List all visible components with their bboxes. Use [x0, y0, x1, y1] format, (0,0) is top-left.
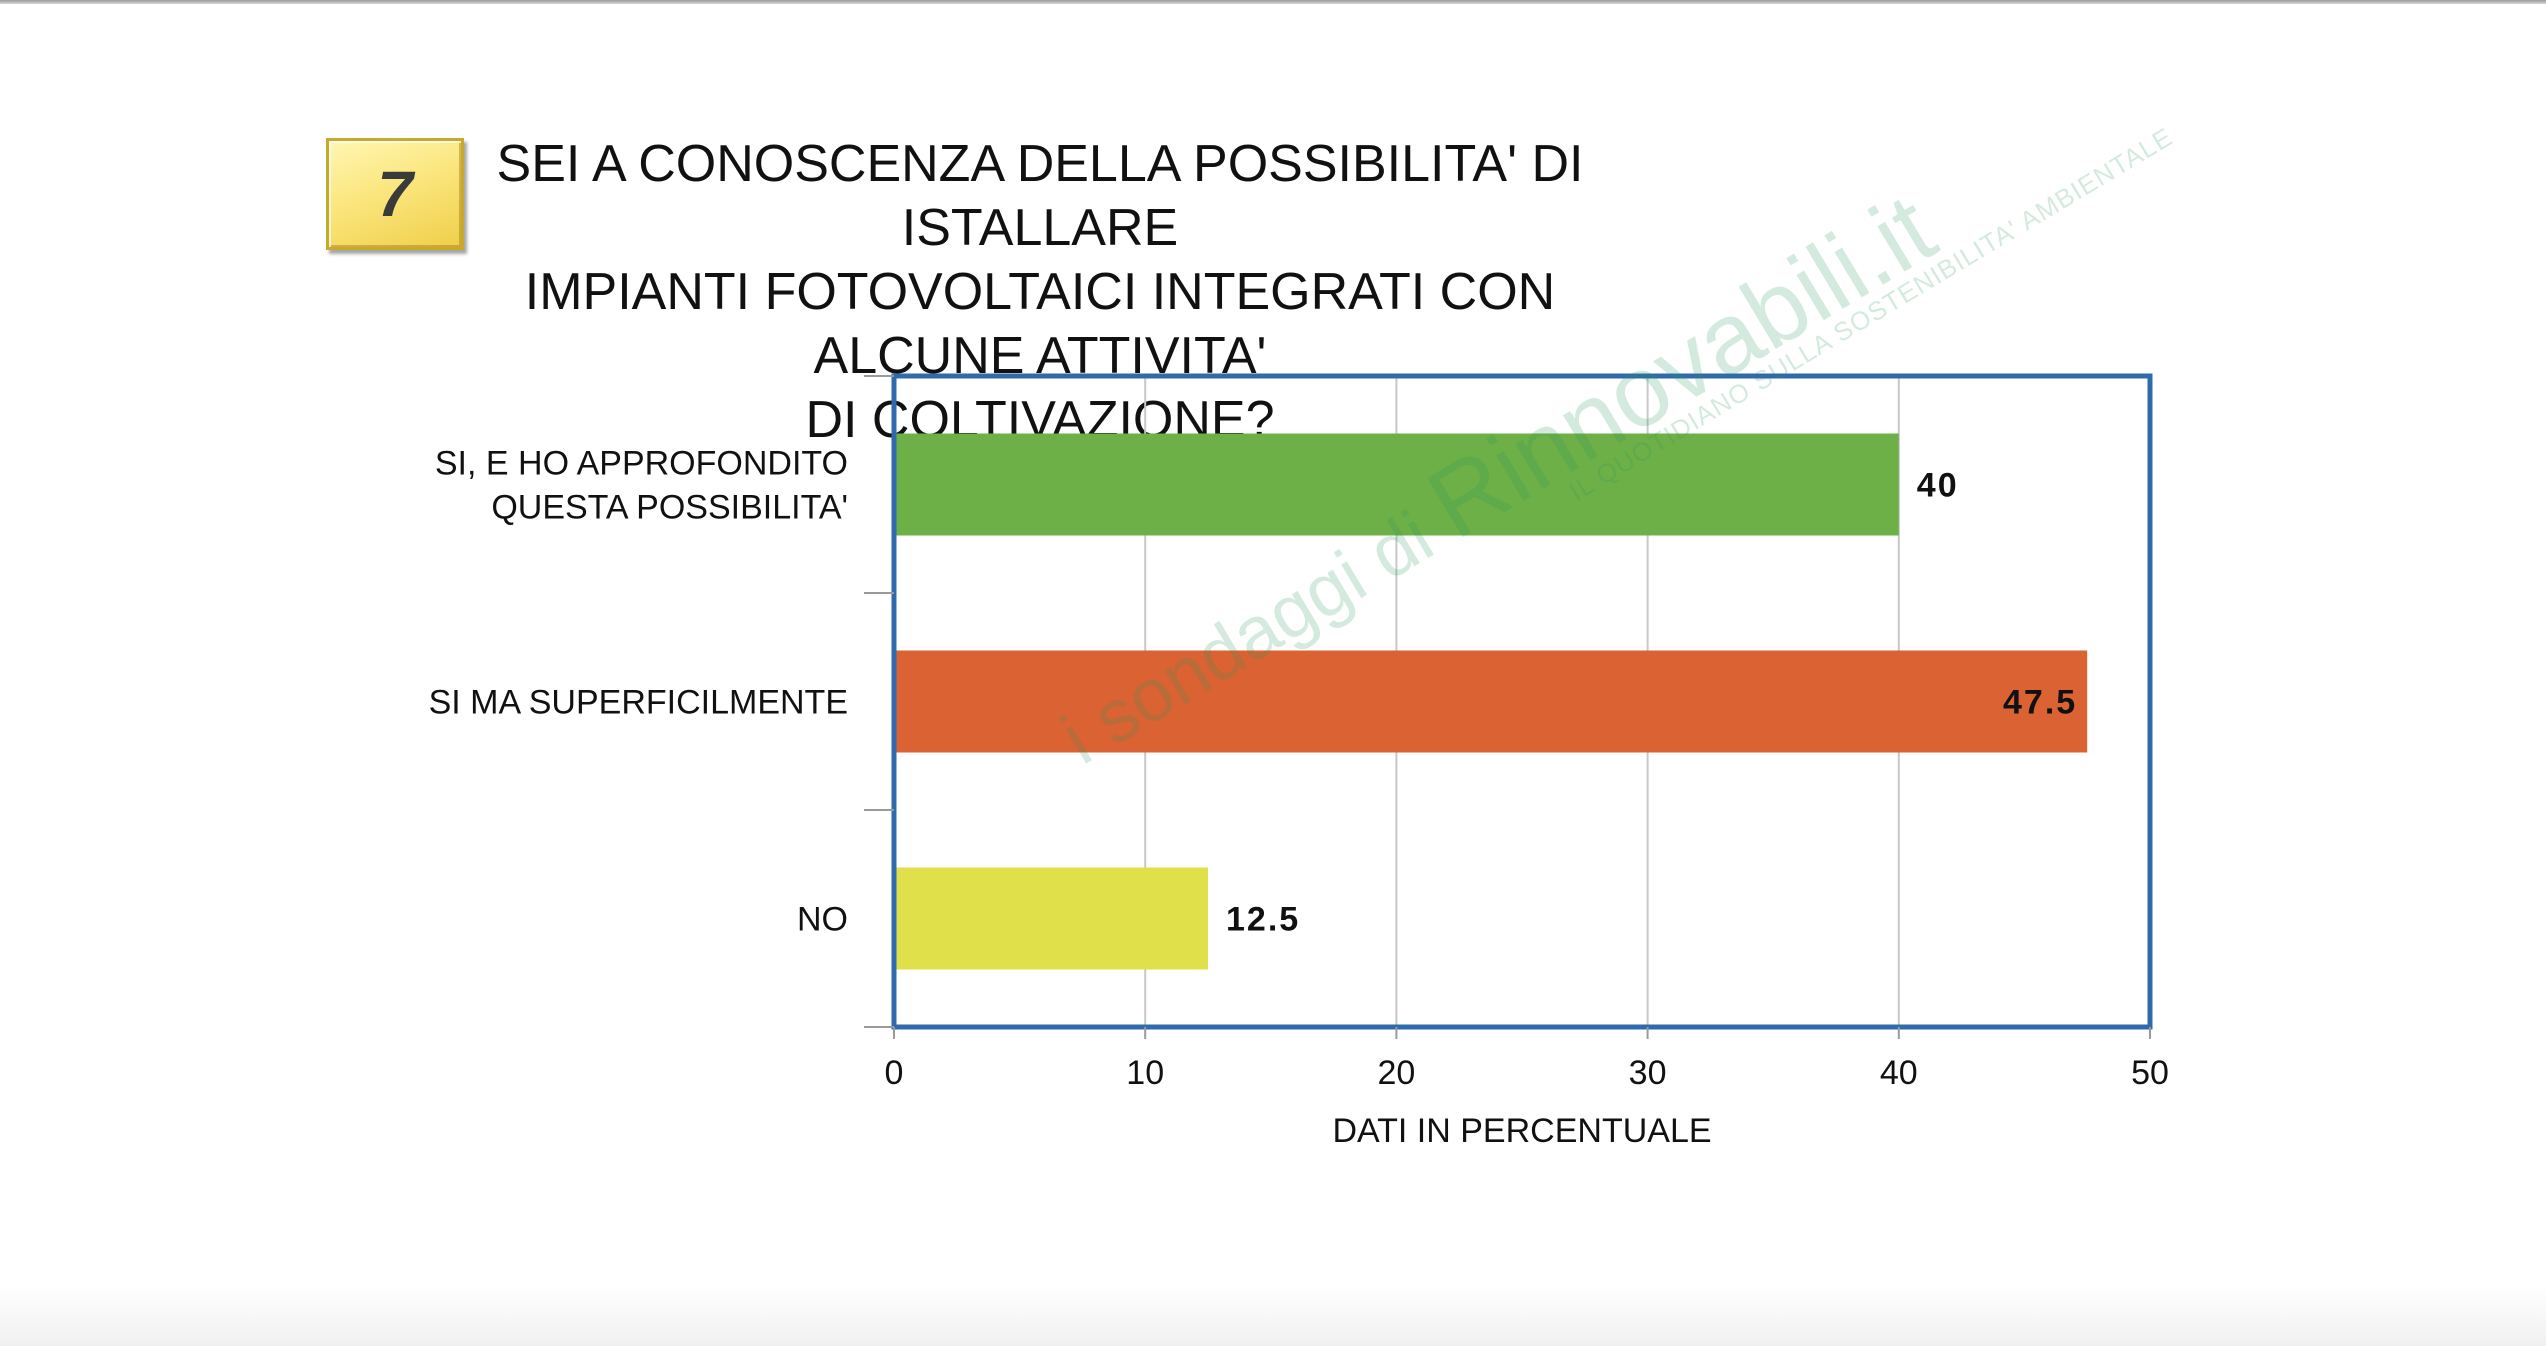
x-tick-label-30: 30 [1629, 1054, 1667, 1092]
axes [864, 375, 2151, 1039]
x-tick-label-40: 40 [1880, 1054, 1918, 1092]
top-rule [0, 0, 2546, 4]
category-label-0: SI, E HO APPROFONDITO QUESTA POSSIBILITA' [435, 445, 848, 527]
x-tick-label-50: 50 [2131, 1054, 2169, 1092]
x-tick-label-0: 0 [885, 1054, 904, 1092]
bars [894, 433, 2088, 970]
bar-2 [894, 867, 1208, 970]
x-axis-title: DATI IN PERCENTUALE [1332, 1112, 1711, 1150]
bottom-fade [0, 1286, 2546, 1346]
x-tick-label-10: 10 [1126, 1054, 1164, 1092]
plot-frame-border [891, 373, 2153, 1030]
data-label-1: 47.5 [2003, 684, 2077, 722]
question-number-badge: 7 [326, 138, 464, 250]
labels: 40 SI, E HO APPROFONDITO QUESTA POSSIBILIT… [429, 445, 2169, 1151]
bar-1 [894, 650, 2088, 753]
data-label-0: 40 [1917, 467, 1959, 505]
category-label-2: NO [797, 901, 848, 939]
data-label-2: 12.5 [1226, 901, 1300, 939]
category-label-1: SI MA SUPERFICILMENTE [429, 684, 848, 722]
bar-0 [894, 433, 1899, 536]
x-tick-label-20: 20 [1377, 1054, 1415, 1092]
plot-frame [891, 373, 2153, 1030]
